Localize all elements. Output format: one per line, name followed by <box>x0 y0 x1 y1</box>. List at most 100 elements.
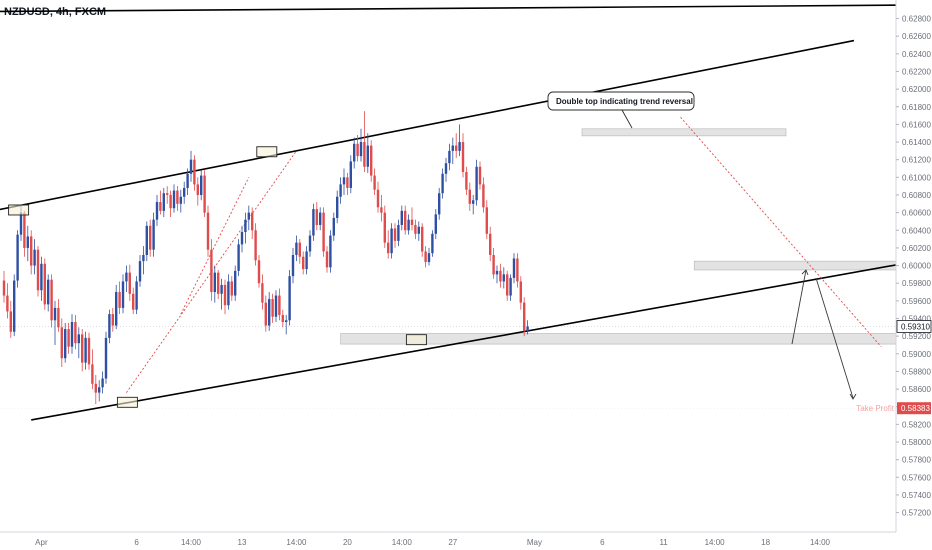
candle-body <box>196 184 199 195</box>
candle <box>353 137 356 169</box>
candle-body <box>407 219 410 231</box>
candle <box>84 331 87 370</box>
candle <box>356 134 359 162</box>
candle-body <box>342 177 346 185</box>
candle <box>60 318 63 368</box>
candle-body <box>315 209 318 225</box>
price-axis-bg <box>896 0 932 550</box>
candle <box>179 189 182 213</box>
candle <box>431 230 434 257</box>
candle-body <box>98 387 101 393</box>
candle-body <box>495 270 499 275</box>
candle <box>217 269 220 300</box>
candle <box>172 184 176 213</box>
candle-body <box>237 244 240 271</box>
candle <box>458 124 461 157</box>
candle <box>506 270 509 301</box>
candle <box>427 247 431 266</box>
candle <box>329 230 332 273</box>
candle <box>319 207 322 231</box>
candle <box>485 200 488 240</box>
candle-body <box>50 279 53 321</box>
candle-body <box>186 173 189 188</box>
candle <box>189 150 193 182</box>
candle-body <box>410 219 414 225</box>
candle-body <box>465 172 468 190</box>
candles-layer <box>2 111 529 405</box>
candle-body <box>485 207 488 234</box>
candle <box>30 230 33 275</box>
candle-body <box>121 281 125 308</box>
candle-body <box>434 214 437 234</box>
candle-body <box>461 142 465 173</box>
candle-body <box>6 295 9 312</box>
candle-body <box>492 254 495 275</box>
candle-body <box>36 249 40 291</box>
candle-body <box>101 378 104 388</box>
candle-body <box>475 166 478 201</box>
candle-body <box>223 284 227 306</box>
candle <box>298 239 301 264</box>
candle <box>383 205 386 248</box>
candle-body <box>91 364 94 384</box>
candle-body <box>217 272 220 294</box>
candle <box>206 205 210 257</box>
candle-body <box>111 314 114 326</box>
candle-body <box>261 283 264 303</box>
price-tick-label: 0.62800 <box>902 15 931 24</box>
candle-body <box>108 314 111 338</box>
candle <box>268 292 271 331</box>
candle-body <box>33 249 36 266</box>
candle-body <box>203 175 206 213</box>
candle-body <box>152 219 155 250</box>
candle <box>227 274 230 310</box>
candle <box>142 246 145 275</box>
candle-body <box>373 175 376 190</box>
candle-body <box>400 210 403 225</box>
candle <box>434 209 437 240</box>
candle-body <box>206 212 210 250</box>
candle <box>251 207 254 240</box>
candle-body <box>444 163 448 174</box>
candle-body <box>220 284 223 294</box>
candle-body <box>390 228 393 254</box>
candle-body <box>489 233 492 255</box>
price-tick-label: 0.61600 <box>902 120 931 129</box>
candle-body <box>295 242 298 255</box>
candle-body <box>346 177 349 188</box>
time-tick-label: 20 <box>343 538 352 547</box>
candle-body <box>356 143 359 157</box>
take-profit-tag-text: 0.58383 <box>901 404 930 413</box>
candle <box>295 235 298 262</box>
candle-body <box>251 212 254 231</box>
time-tick-label: 6 <box>600 538 605 547</box>
projection-arrowhead-down <box>849 393 857 400</box>
candle <box>523 297 526 337</box>
candle-body <box>427 253 431 263</box>
candle <box>451 137 454 165</box>
candle-body <box>30 236 33 266</box>
candle <box>94 374 97 405</box>
candle <box>336 190 339 224</box>
time-tick-label: 14:00 <box>286 538 307 547</box>
annotations-layer: Double top indicating trend reversal Take… <box>8 91 895 413</box>
candle <box>342 168 346 195</box>
candle-body <box>132 293 135 310</box>
candle-body <box>57 307 60 328</box>
price-tick-label: 0.61800 <box>902 103 931 112</box>
candle <box>516 253 519 288</box>
candle-body <box>472 200 475 204</box>
price-tick-label: 0.60600 <box>902 209 931 218</box>
candle <box>315 202 318 231</box>
callout-double-top: Double top indicating trend reversal <box>547 91 695 129</box>
time-tick-label: 14:00 <box>810 538 831 547</box>
candle <box>186 168 189 195</box>
candle-body <box>305 251 308 270</box>
candle-body <box>149 225 152 250</box>
candle <box>291 247 295 284</box>
candle <box>67 322 70 354</box>
candle <box>288 269 291 326</box>
candle <box>376 181 380 213</box>
candle-body <box>523 302 526 331</box>
